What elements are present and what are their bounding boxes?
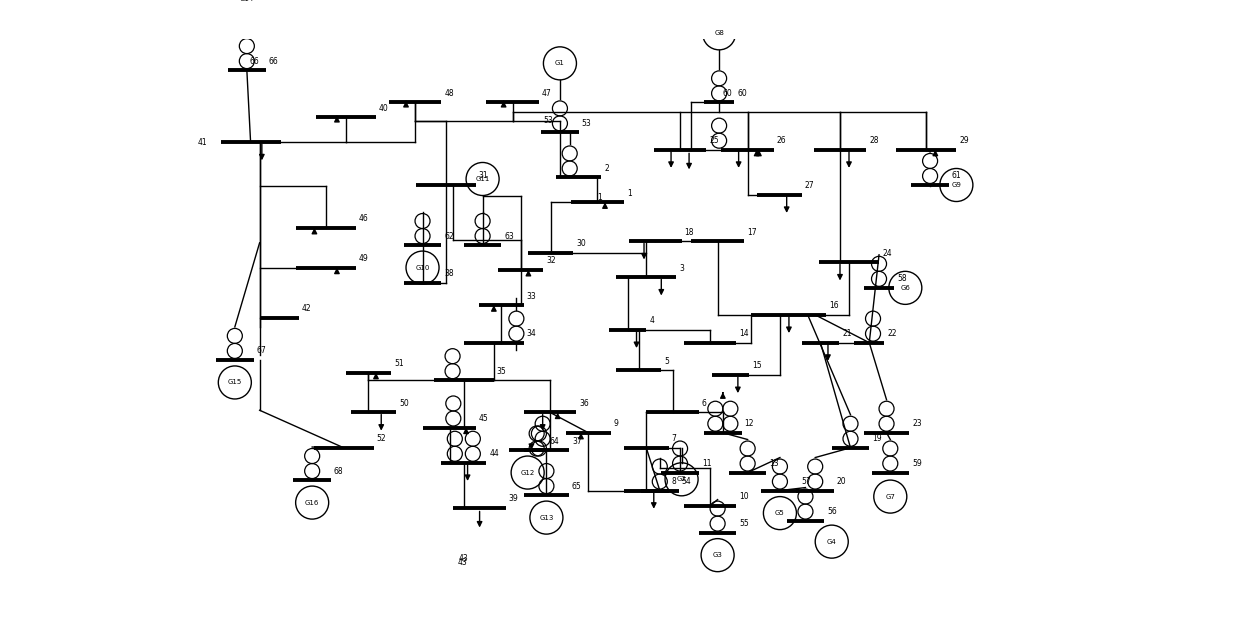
Text: 48: 48 [444, 89, 454, 98]
Text: 60: 60 [737, 89, 746, 98]
Text: G15: G15 [228, 379, 242, 386]
Text: 20: 20 [837, 477, 847, 486]
Text: 53: 53 [582, 119, 591, 128]
Text: 22: 22 [888, 329, 897, 338]
Text: 50: 50 [399, 399, 409, 408]
Text: 2: 2 [604, 164, 609, 173]
Text: 66: 66 [269, 56, 278, 66]
Text: G8: G8 [714, 30, 724, 36]
Text: 7: 7 [672, 435, 677, 443]
Text: 65: 65 [572, 482, 582, 490]
Text: 1: 1 [598, 193, 603, 203]
Text: G16: G16 [305, 500, 320, 505]
Text: G4: G4 [827, 539, 837, 545]
Text: 58: 58 [897, 275, 906, 283]
Text: 35: 35 [497, 367, 507, 376]
Text: 41: 41 [197, 138, 207, 147]
Text: 30: 30 [577, 239, 587, 248]
Text: 44: 44 [490, 450, 500, 458]
Text: 11: 11 [702, 459, 712, 468]
Text: 56: 56 [827, 507, 837, 516]
Text: 15: 15 [753, 361, 761, 371]
Text: 10: 10 [739, 492, 749, 501]
Text: 39: 39 [508, 494, 518, 503]
Text: G3: G3 [713, 552, 723, 558]
Text: 6: 6 [702, 399, 707, 408]
Text: G6: G6 [900, 285, 910, 291]
Text: 42: 42 [301, 304, 311, 314]
Text: 3: 3 [680, 264, 684, 273]
Text: G12: G12 [521, 470, 534, 475]
Text: 51: 51 [394, 359, 404, 368]
Text: 1: 1 [626, 189, 631, 198]
Text: 8: 8 [672, 477, 677, 486]
Text: 32: 32 [547, 256, 556, 265]
Text: G5: G5 [775, 510, 785, 516]
Text: 54: 54 [682, 477, 692, 486]
Text: G1: G1 [556, 60, 565, 66]
Text: 52: 52 [377, 435, 387, 443]
Text: G13: G13 [539, 515, 553, 520]
Text: 29: 29 [960, 136, 968, 145]
Text: 55: 55 [739, 519, 749, 528]
Text: 27: 27 [805, 181, 815, 190]
Text: G7: G7 [885, 493, 895, 500]
Text: 63: 63 [505, 231, 515, 241]
Text: 46: 46 [358, 214, 368, 223]
Text: 16: 16 [830, 302, 839, 310]
Text: 61: 61 [952, 172, 961, 181]
Text: 60: 60 [722, 89, 732, 98]
Text: 57: 57 [802, 477, 811, 486]
Text: 13: 13 [769, 459, 779, 468]
Text: G14: G14 [239, 0, 254, 2]
Text: 37: 37 [572, 436, 582, 446]
Text: 19: 19 [872, 435, 882, 443]
Text: 23: 23 [913, 419, 921, 428]
Text: 64: 64 [549, 436, 559, 446]
Text: 33: 33 [527, 292, 537, 300]
Text: 4: 4 [650, 317, 655, 325]
Text: 62: 62 [444, 231, 454, 241]
Text: G11: G11 [475, 176, 490, 182]
Text: 9: 9 [614, 419, 619, 428]
Text: 45: 45 [479, 414, 489, 423]
Text: 67: 67 [257, 347, 267, 356]
Text: 40: 40 [379, 104, 388, 113]
Text: G10: G10 [415, 265, 430, 271]
Text: 66: 66 [249, 56, 259, 66]
Text: 5: 5 [665, 357, 670, 366]
Text: 12: 12 [745, 419, 754, 428]
Text: 24: 24 [882, 249, 892, 258]
Text: 43: 43 [458, 558, 467, 567]
Text: 25: 25 [709, 136, 719, 145]
Text: 34: 34 [527, 329, 537, 338]
Text: 14: 14 [739, 329, 749, 338]
Text: 31: 31 [479, 172, 489, 181]
Text: G9: G9 [951, 182, 961, 188]
Text: 28: 28 [869, 136, 879, 145]
Text: G2: G2 [677, 477, 687, 482]
Text: 17: 17 [746, 228, 756, 237]
Text: 18: 18 [684, 228, 694, 237]
Text: 68: 68 [334, 466, 343, 475]
Text: 53: 53 [543, 116, 553, 125]
Text: 59: 59 [913, 459, 921, 468]
Text: 21: 21 [842, 329, 852, 338]
Text: 36: 36 [579, 399, 589, 408]
Text: 43: 43 [459, 554, 469, 562]
Text: 47: 47 [542, 89, 552, 98]
Text: 26: 26 [777, 136, 786, 145]
Text: 49: 49 [358, 254, 368, 263]
Text: 38: 38 [444, 269, 454, 278]
